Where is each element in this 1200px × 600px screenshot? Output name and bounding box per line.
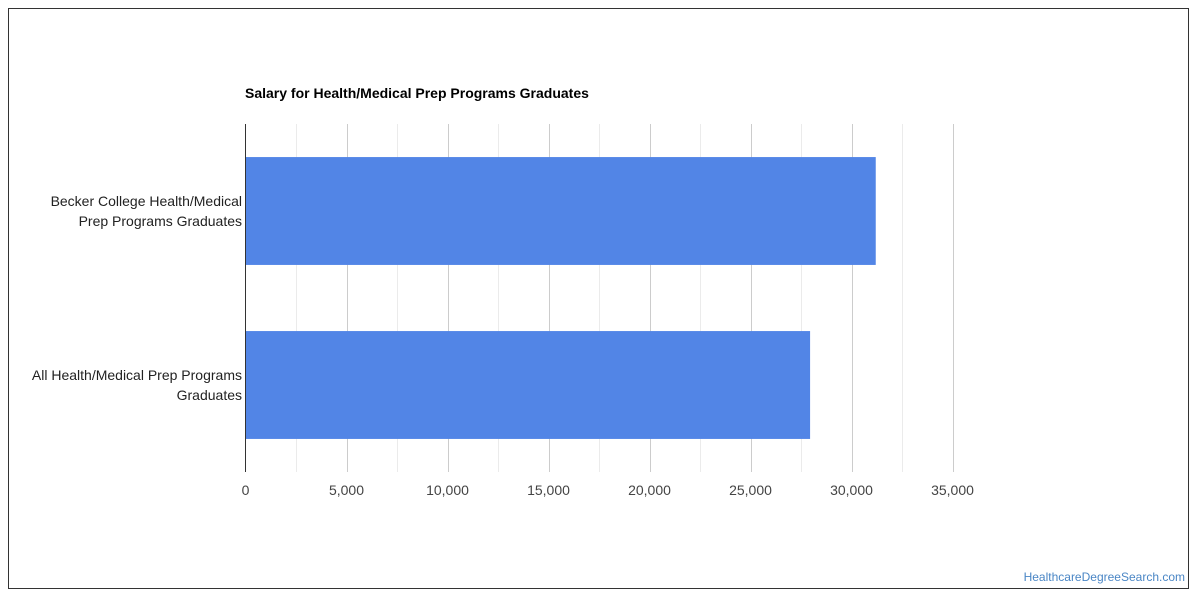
x-tick-label: 15,000	[527, 482, 570, 498]
bar	[245, 157, 876, 265]
category-label: All Health/Medical Prep Programs Graduate…	[32, 367, 242, 403]
bars	[245, 157, 876, 439]
category-label-line: Graduates	[177, 387, 242, 403]
x-tick-labels: 0 5,000 10,000 15,000 20,000 25,000 30,000 35,0…	[242, 482, 975, 498]
x-tick-label: 5,000	[329, 482, 364, 498]
x-tick-label: 0	[242, 482, 250, 498]
chart-frame	[8, 8, 1189, 589]
watermark: HealthcareDegreeSearch.com	[1023, 570, 1185, 584]
x-tick-label: 10,000	[426, 482, 469, 498]
x-tick-label: 20,000	[628, 482, 671, 498]
category-label-line: Prep Programs Graduates	[79, 213, 242, 229]
chart-title: Salary for Health/Medical Prep Programs …	[245, 85, 589, 101]
x-tick-label: 25,000	[729, 482, 772, 498]
x-tick-label: 30,000	[830, 482, 873, 498]
x-tick-label: 35,000	[931, 482, 974, 498]
category-label: Becker College Health/Medical Prep Progra…	[51, 193, 242, 229]
bar	[245, 331, 811, 439]
category-labels: Becker College Health/Medical Prep Progra…	[32, 193, 242, 403]
category-label-line: Becker College Health/Medical	[51, 193, 242, 209]
category-label-line: All Health/Medical Prep Programs	[32, 367, 242, 383]
